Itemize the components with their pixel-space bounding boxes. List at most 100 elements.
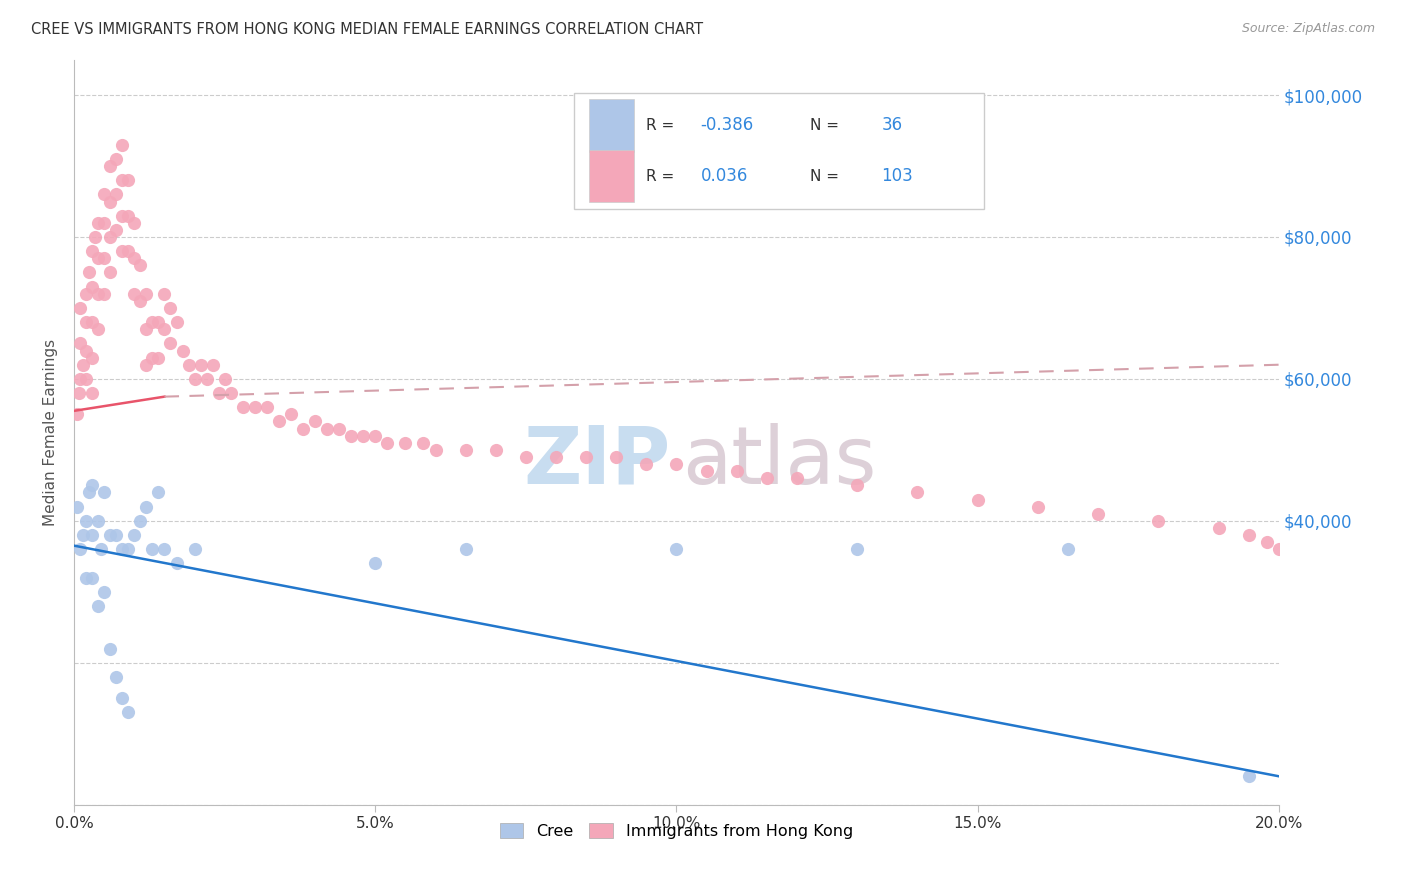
Point xyxy=(75,372,97,386)
Point xyxy=(87,599,110,613)
Point xyxy=(1057,542,1080,557)
Point xyxy=(111,542,134,557)
Point xyxy=(93,286,115,301)
Point xyxy=(105,528,128,542)
Point xyxy=(141,315,163,329)
Point xyxy=(907,485,929,500)
Point xyxy=(153,542,176,557)
Point xyxy=(340,428,363,442)
Text: atlas: atlas xyxy=(682,423,877,501)
Text: ZIP: ZIP xyxy=(523,423,671,501)
Point xyxy=(105,152,128,166)
Point xyxy=(1147,514,1170,528)
Point xyxy=(201,358,224,372)
Point xyxy=(454,542,477,557)
Point xyxy=(84,230,107,244)
Text: Source: ZipAtlas.com: Source: ZipAtlas.com xyxy=(1241,22,1375,36)
Point xyxy=(304,415,326,429)
Bar xyxy=(589,150,634,202)
Point xyxy=(87,286,110,301)
Point xyxy=(966,492,988,507)
Point xyxy=(87,216,110,230)
Point xyxy=(267,415,290,429)
Point xyxy=(219,386,242,401)
Point xyxy=(93,252,115,266)
Point xyxy=(280,408,302,422)
Point xyxy=(485,442,508,457)
Point xyxy=(98,194,121,209)
Point xyxy=(177,358,200,372)
Point xyxy=(135,286,157,301)
Point xyxy=(72,528,94,542)
Point xyxy=(364,557,387,571)
Point xyxy=(66,408,89,422)
Point xyxy=(292,421,315,435)
Text: 103: 103 xyxy=(882,168,912,186)
Point xyxy=(98,230,121,244)
Point xyxy=(786,471,808,485)
Point xyxy=(87,322,110,336)
Point xyxy=(90,542,112,557)
Point xyxy=(328,421,350,435)
Point xyxy=(117,173,139,187)
Point xyxy=(67,386,90,401)
Point xyxy=(243,401,266,415)
Text: R =: R = xyxy=(647,169,679,184)
Point xyxy=(69,542,91,557)
Text: R =: R = xyxy=(647,118,679,133)
Point xyxy=(316,421,339,435)
Point xyxy=(82,279,104,293)
Point xyxy=(82,571,104,585)
Point xyxy=(111,244,134,259)
Point xyxy=(153,322,176,336)
Point xyxy=(111,209,134,223)
Point xyxy=(87,252,110,266)
Point xyxy=(153,286,176,301)
Point xyxy=(129,293,152,308)
Legend: Cree, Immigrants from Hong Kong: Cree, Immigrants from Hong Kong xyxy=(494,816,860,845)
Point xyxy=(124,216,146,230)
Point xyxy=(82,478,104,492)
Point xyxy=(105,223,128,237)
Point xyxy=(69,301,91,315)
Point xyxy=(846,478,869,492)
Point xyxy=(214,372,236,386)
FancyBboxPatch shape xyxy=(574,93,984,209)
Text: 36: 36 xyxy=(882,117,903,135)
Point xyxy=(846,542,869,557)
Point xyxy=(696,464,718,478)
Point xyxy=(82,528,104,542)
Point xyxy=(208,386,231,401)
Point xyxy=(755,471,778,485)
Point xyxy=(111,691,134,706)
Point xyxy=(183,542,205,557)
Point xyxy=(98,159,121,173)
Point xyxy=(172,343,194,358)
Point xyxy=(93,485,115,500)
Point xyxy=(98,641,121,656)
Point xyxy=(166,557,188,571)
Point xyxy=(82,315,104,329)
Point xyxy=(256,401,278,415)
Point xyxy=(725,464,748,478)
Point xyxy=(375,435,398,450)
Point xyxy=(77,485,100,500)
Point xyxy=(75,286,97,301)
Point xyxy=(105,670,128,684)
Text: 0.036: 0.036 xyxy=(700,168,748,186)
Point xyxy=(352,428,374,442)
Point xyxy=(195,372,218,386)
Point xyxy=(148,485,170,500)
Point xyxy=(129,259,152,273)
Point xyxy=(135,500,157,514)
Point xyxy=(1268,542,1291,557)
Point xyxy=(98,528,121,542)
Point xyxy=(1237,528,1260,542)
Point xyxy=(148,315,170,329)
Point xyxy=(124,286,146,301)
Point xyxy=(425,442,447,457)
Point xyxy=(82,351,104,365)
Point xyxy=(183,372,205,386)
Point xyxy=(72,358,94,372)
Point xyxy=(1087,507,1109,521)
